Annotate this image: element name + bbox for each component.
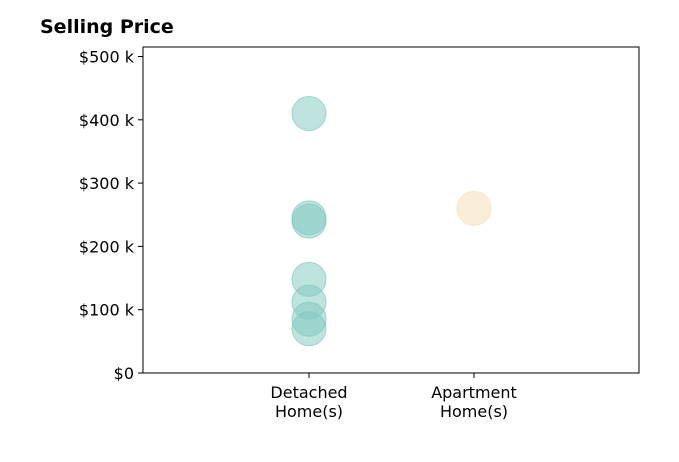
y-tick-label: $500 k bbox=[79, 47, 135, 66]
plot-frame bbox=[142, 46, 640, 374]
y-tick-label: $0 bbox=[114, 364, 134, 383]
x-tick-label: Home(s) bbox=[275, 402, 343, 421]
y-tick-label: $100 k bbox=[79, 301, 135, 320]
y-tick-label: $200 k bbox=[79, 237, 135, 256]
y-tick-label: $300 k bbox=[79, 174, 135, 193]
data-point bbox=[456, 190, 492, 226]
x-tick-label: Apartment bbox=[431, 383, 517, 402]
y-tick-label: $400 k bbox=[79, 111, 135, 130]
x-tick-label: Detached bbox=[270, 383, 347, 402]
data-point bbox=[291, 203, 327, 239]
chart-title: Selling Price bbox=[40, 16, 174, 38]
x-tick-label: Home(s) bbox=[440, 402, 508, 421]
data-point bbox=[291, 311, 327, 347]
data-point bbox=[291, 95, 327, 131]
